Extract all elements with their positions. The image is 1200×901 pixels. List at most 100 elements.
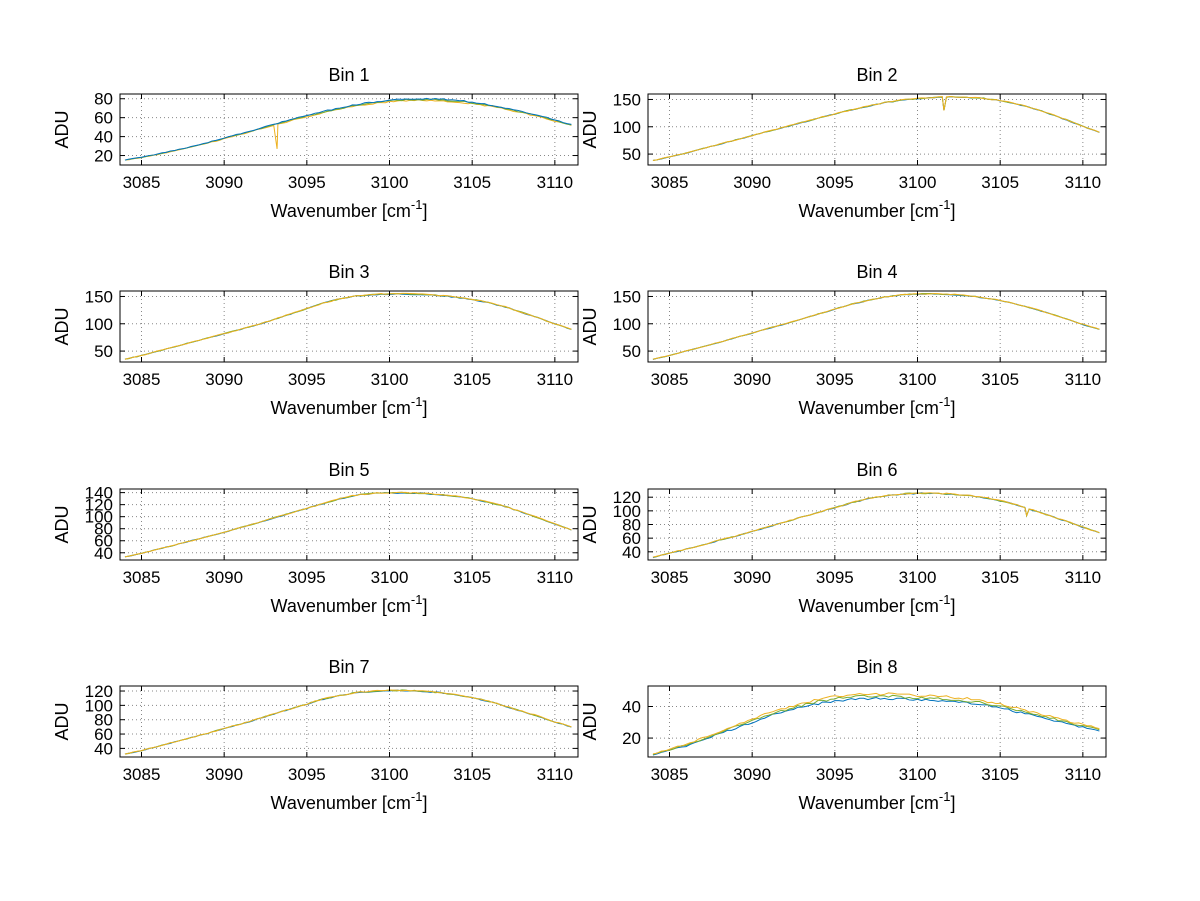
axes-box bbox=[119, 290, 579, 363]
x-tick-label: 3110 bbox=[1065, 370, 1102, 389]
y-tick-label: 120 bbox=[85, 496, 113, 515]
x-tick-label: 3090 bbox=[733, 370, 771, 389]
y-axis-label: ADU bbox=[52, 110, 72, 148]
x-tick-label: 3100 bbox=[371, 370, 409, 389]
x-tick-label: 3095 bbox=[816, 173, 854, 192]
x-tick-label: 3100 bbox=[899, 370, 937, 389]
grid-lines bbox=[648, 94, 1106, 165]
y-tick-label: 100 bbox=[613, 502, 641, 521]
line-spectrum-3 bbox=[124, 491, 572, 558]
y-tick-label: 20 bbox=[622, 729, 641, 748]
y-tick-label: 100 bbox=[85, 508, 113, 527]
y-tick-label: 20 bbox=[94, 147, 113, 166]
axes-box bbox=[647, 685, 1107, 758]
y-tick-label: 150 bbox=[85, 287, 113, 306]
x-tick-label: 3110 bbox=[537, 568, 574, 587]
x-tick-label: 3110 bbox=[537, 370, 574, 389]
x-tick-label: 3105 bbox=[981, 370, 1019, 389]
y-tick-label: 80 bbox=[622, 516, 641, 535]
y-tick-label: 50 bbox=[622, 145, 641, 164]
x-tick-label: 3100 bbox=[371, 765, 409, 784]
axes-box bbox=[647, 290, 1107, 363]
x-axis-label: Wavenumber [cm-1] bbox=[799, 592, 956, 616]
subplot-bin-6: Bin 6 3085 3090 3095 3100 3105 3110 40608010012… bbox=[580, 460, 1107, 616]
axes-box bbox=[119, 685, 579, 758]
line-spectrum-3 bbox=[124, 689, 572, 755]
x-tick-label: 3085 bbox=[123, 765, 161, 784]
tick-marks bbox=[120, 94, 578, 165]
x-tick-label: 3110 bbox=[537, 173, 574, 192]
plot-area bbox=[648, 94, 1106, 165]
x-axis-label: Wavenumber [cm-1] bbox=[271, 789, 428, 813]
line-spectrum-3 bbox=[652, 692, 1100, 755]
x-tick-label: 3100 bbox=[899, 765, 937, 784]
tick-marks bbox=[648, 291, 1106, 362]
axes-box bbox=[119, 488, 579, 561]
subplot-bin-8: Bin 8 3085 3090 3095 3100 3105 3110 20 40 ADU Wave… bbox=[580, 657, 1107, 813]
x-tick-label: 3095 bbox=[816, 370, 854, 389]
subplot-title: Bin 7 bbox=[328, 657, 369, 677]
y-tick-label: 50 bbox=[94, 342, 113, 361]
subplot-bin-7: Bin 7 3085 3090 3095 3100 3105 3110 40608010012… bbox=[52, 657, 579, 813]
x-axis-label: Wavenumber [cm-1] bbox=[271, 394, 428, 418]
x-tick-label: 3110 bbox=[537, 765, 574, 784]
x-tick-label: 3105 bbox=[981, 568, 1019, 587]
x-tick-label: 3105 bbox=[981, 765, 1019, 784]
x-tick-label: 3095 bbox=[816, 568, 854, 587]
x-tick-label: 3105 bbox=[981, 173, 1019, 192]
x-tick-label: 3085 bbox=[123, 370, 161, 389]
plot-area bbox=[120, 94, 578, 165]
x-tick-label: 3095 bbox=[288, 765, 326, 784]
y-tick-label: 40 bbox=[94, 739, 113, 758]
tick-marks bbox=[120, 686, 578, 757]
subplot-title: Bin 5 bbox=[328, 460, 369, 480]
x-axis-label: Wavenumber [cm-1] bbox=[799, 394, 956, 418]
x-tick-label: 3100 bbox=[371, 568, 409, 587]
line-spectrum-1 bbox=[652, 697, 1100, 756]
x-tick-label: 3110 bbox=[1065, 568, 1102, 587]
x-tick-label: 3095 bbox=[288, 370, 326, 389]
y-axis-label: ADU bbox=[580, 110, 600, 148]
y-tick-label: 60 bbox=[94, 532, 113, 551]
y-tick-label: 40 bbox=[94, 544, 113, 563]
subplot-title: Bin 8 bbox=[856, 657, 897, 677]
x-tick-label: 3085 bbox=[651, 370, 689, 389]
y-tick-label: 40 bbox=[94, 128, 113, 147]
x-tick-label: 3105 bbox=[453, 568, 491, 587]
y-tick-label: 100 bbox=[85, 315, 113, 334]
grid-lines bbox=[120, 489, 578, 560]
grid-lines bbox=[648, 686, 1106, 757]
grid-lines bbox=[120, 686, 578, 757]
x-tick-label: 3100 bbox=[371, 173, 409, 192]
x-tick-label: 3085 bbox=[123, 568, 161, 587]
y-tick-label: 50 bbox=[622, 342, 641, 361]
line-spectrum-3 bbox=[652, 95, 1100, 162]
y-tick-label: 100 bbox=[613, 315, 641, 334]
x-tick-label: 3105 bbox=[453, 173, 491, 192]
line-spectrum-3 bbox=[124, 97, 572, 161]
line-spectrum-3 bbox=[652, 293, 1100, 360]
y-axis-label: ADU bbox=[52, 307, 72, 345]
x-tick-label: 3085 bbox=[123, 173, 161, 192]
x-tick-label: 3105 bbox=[453, 765, 491, 784]
x-axis-label: Wavenumber [cm-1] bbox=[271, 592, 428, 616]
tick-marks bbox=[120, 291, 578, 362]
x-tick-label: 3100 bbox=[899, 173, 937, 192]
x-tick-label: 3090 bbox=[205, 568, 243, 587]
axes-box bbox=[119, 93, 579, 166]
x-tick-label: 3110 bbox=[1065, 173, 1102, 192]
subplot-bin-2: Bin 2 3085 3090 3095 3100 3105 3110 50 100 150 ADU… bbox=[580, 65, 1107, 221]
x-tick-label: 3085 bbox=[651, 173, 689, 192]
x-tick-label: 3095 bbox=[816, 765, 854, 784]
plot-area bbox=[120, 686, 578, 757]
subplot-bin-4: Bin 4 3085 3090 3095 3100 3105 3110 50 100 150 ADU… bbox=[580, 262, 1107, 418]
plot-area bbox=[120, 489, 578, 560]
y-tick-label: 80 bbox=[94, 520, 113, 539]
tick-marks bbox=[120, 489, 578, 560]
y-tick-label: 150 bbox=[613, 287, 641, 306]
x-tick-label: 3090 bbox=[733, 173, 771, 192]
y-tick-label: 80 bbox=[94, 711, 113, 730]
y-axis-label: ADU bbox=[52, 702, 72, 740]
subplot-bin-3: Bin 3 3085 3090 3095 3100 3105 3110 50 100 150 ADU… bbox=[52, 262, 579, 418]
